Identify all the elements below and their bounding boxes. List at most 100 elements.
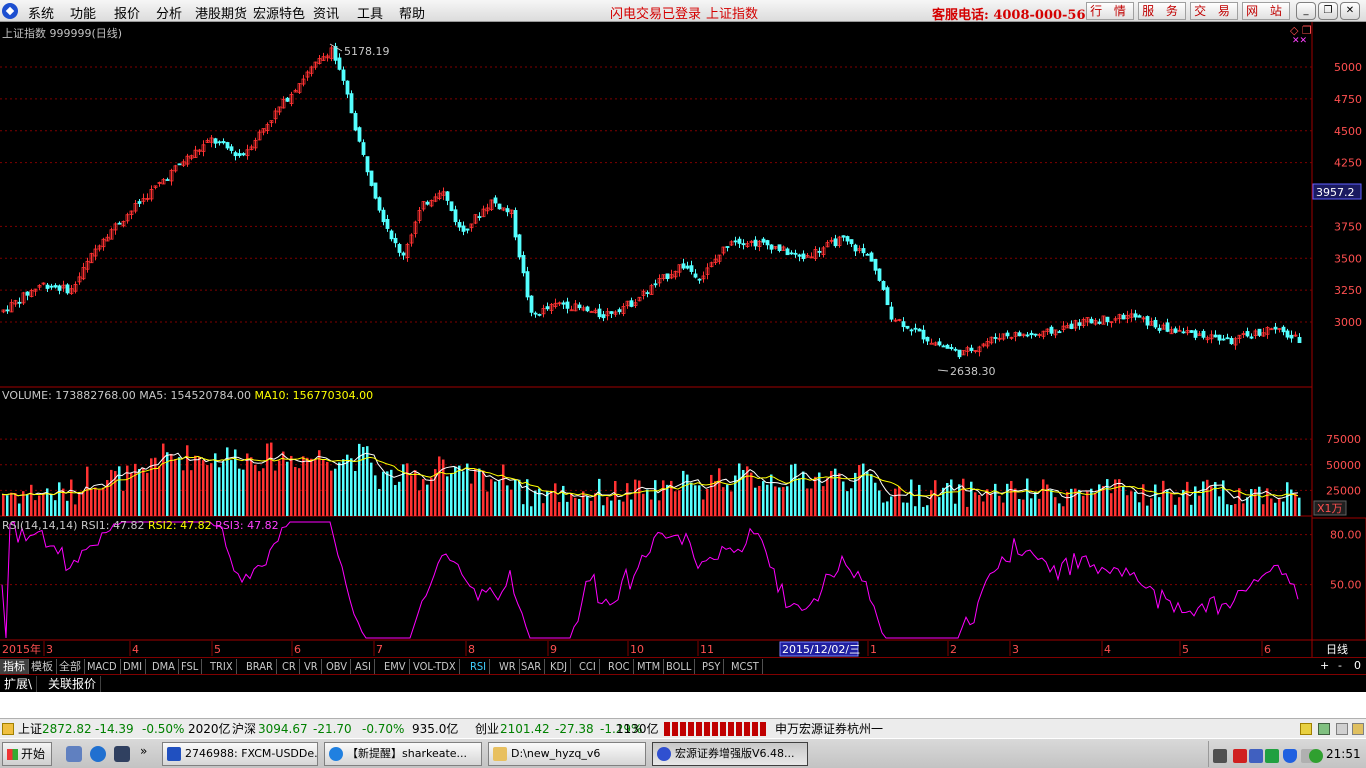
website-button[interactable]: 网 站 <box>1242 2 1290 20</box>
alert-icon[interactable] <box>1300 723 1312 735</box>
task-fxcm[interactable]: 2746988: FXCM-USDDe... <box>162 742 318 766</box>
volume-bar <box>222 461 225 516</box>
indicator-tab-kdj[interactable]: KDJ <box>547 659 572 674</box>
volume-bar <box>1178 497 1181 516</box>
candle-body <box>897 319 902 321</box>
menu-hongyuan[interactable]: 宏源特色 <box>253 7 306 22</box>
indicator-tab-vol-tdx[interactable]: VOL-TDX <box>410 659 460 674</box>
close-button[interactable]: ✕ <box>1340 2 1360 20</box>
zoom-out-button[interactable]: - <box>1338 659 1342 672</box>
indicator-tab-模板[interactable]: 模板 <box>28 659 57 674</box>
volume-bar <box>50 494 53 516</box>
menu-system[interactable]: 系统 <box>28 7 55 22</box>
indicator-tab-psy[interactable]: PSY <box>699 659 725 674</box>
candle-body <box>93 248 98 257</box>
candle-body <box>201 144 206 152</box>
volume-bar <box>1254 489 1257 516</box>
candle-body <box>973 350 978 352</box>
indicator-tab-fsl[interactable]: FSL <box>178 659 203 674</box>
indicator-tab-roc[interactable]: ROC <box>605 659 634 674</box>
task-browser[interactable]: 【新提醒】sharkeate... <box>324 742 482 766</box>
indicator-tab-sar[interactable]: SAR <box>518 659 546 674</box>
indicator-tab-macd[interactable]: MACD <box>84 659 121 674</box>
restore-button[interactable]: ❐ <box>1318 2 1338 20</box>
related-quote-tab[interactable]: 关联报价 <box>44 676 102 692</box>
indicator-tab-mcst[interactable]: MCST <box>728 659 763 674</box>
indicator-tab-emv[interactable]: EMV <box>381 659 410 674</box>
lock-icon[interactable] <box>1352 723 1364 735</box>
menu-function[interactable]: 功能 <box>70 7 97 22</box>
extension-tab[interactable]: 扩展\ <box>0 676 38 692</box>
indicator-tab-mtm[interactable]: MTM <box>634 659 665 674</box>
menu-news[interactable]: 资讯 <box>313 7 340 22</box>
zoom-in-button[interactable]: + <box>1320 659 1330 672</box>
candle-body <box>1001 333 1006 340</box>
keyboard-icon[interactable] <box>1213 749 1227 763</box>
shield-icon[interactable] <box>1283 749 1297 763</box>
task-hongyuan[interactable]: 宏源证券增强版V6.48... <box>652 742 808 766</box>
flash-trade-status[interactable]: 闪电交易已登录 <box>610 7 702 22</box>
candle-body <box>501 207 506 211</box>
task-fxcm-label: 2746988: FXCM-USDDe... <box>185 747 318 760</box>
indicator-tab-wr[interactable]: WR <box>496 659 520 674</box>
volume-bar <box>1006 483 1009 516</box>
menu-help[interactable]: 帮助 <box>399 7 426 22</box>
index-link[interactable]: 上证指数 <box>706 7 759 22</box>
volume-bar <box>38 495 41 516</box>
indicator-tab-dma[interactable]: DMA <box>149 659 179 674</box>
ql-explorer-icon[interactable] <box>66 746 82 762</box>
volume-bar <box>554 483 557 516</box>
tray-red-icon[interactable] <box>1233 749 1247 763</box>
indicator-tab-cr[interactable]: CR <box>279 659 300 674</box>
candle-body <box>549 304 554 311</box>
tray-green-icon[interactable] <box>1265 749 1279 763</box>
ql-more-icon[interactable]: » <box>140 744 148 758</box>
indicator-tab-asi[interactable]: ASI <box>352 659 375 674</box>
network-icon[interactable] <box>1336 723 1348 735</box>
indicator-tab-dmi[interactable]: DMI <box>120 659 147 674</box>
indicator-tab-boll[interactable]: BOLL <box>663 659 696 674</box>
ql-desktop-icon[interactable] <box>114 746 130 762</box>
indicator-tab-指标[interactable]: 指标 <box>0 659 29 674</box>
sh-change: -14.39 <box>95 722 134 736</box>
volume-bar <box>434 469 437 516</box>
market-button[interactable]: 行 情 <box>1086 2 1134 20</box>
zoom-reset-button[interactable]: 0 <box>1354 659 1361 672</box>
candle-body <box>1193 330 1198 338</box>
volume-bar <box>1166 489 1169 516</box>
indicator-tab-rsi[interactable]: RSI <box>467 659 491 674</box>
task-browser-label: 【新提醒】sharkeate... <box>347 747 468 760</box>
task-folder[interactable]: D:\new_hyzq_v6 <box>488 742 646 766</box>
tray-network-icon[interactable] <box>1249 749 1263 763</box>
candle-body <box>785 248 790 256</box>
indicator-tab-全部[interactable]: 全部 <box>56 659 85 674</box>
trade-button[interactable]: 交 易 <box>1190 2 1238 20</box>
candle-body <box>877 268 882 281</box>
tray-update-icon[interactable] <box>1309 749 1323 763</box>
indicator-tab-vr[interactable]: VR <box>301 659 322 674</box>
menu-tools[interactable]: 工具 <box>357 7 384 22</box>
volume-bar <box>1138 502 1141 516</box>
candle-body <box>557 302 562 305</box>
menu-analysis[interactable]: 分析 <box>156 7 183 22</box>
rsi-header: RSI(14,14,14) RSI1: 47.82 RSI2: 47.82 RS… <box>2 519 279 532</box>
service-button[interactable]: 服 务 <box>1138 2 1186 20</box>
volume-bar <box>1110 493 1113 516</box>
candle-body <box>1097 321 1102 324</box>
price-tick-label: 3750 <box>1334 220 1362 233</box>
indicator-tab-cci[interactable]: CCI <box>576 659 600 674</box>
indicator-tab-brar[interactable]: BRAR <box>243 659 277 674</box>
candle-body <box>73 283 78 292</box>
start-button[interactable]: 开始 <box>2 742 52 766</box>
candle-body <box>605 311 610 317</box>
minimize-button[interactable]: _ <box>1296 2 1316 20</box>
menu-hk-futures[interactable]: 港股期货 <box>195 7 248 22</box>
menu-quote[interactable]: 报价 <box>114 7 141 22</box>
chart-area[interactable]: 5000 4750 4500 4250 3750 3500 3250 3000 3957.2 … <box>0 22 1366 658</box>
chart-options-icon[interactable]: ◇ ❐ <box>1290 24 1312 37</box>
ql-ie-icon[interactable] <box>90 746 106 762</box>
indicator-tab-trix[interactable]: TRIX <box>207 659 237 674</box>
indicator-tab-obv[interactable]: OBV <box>323 659 352 674</box>
signal-icon[interactable] <box>1318 723 1330 735</box>
